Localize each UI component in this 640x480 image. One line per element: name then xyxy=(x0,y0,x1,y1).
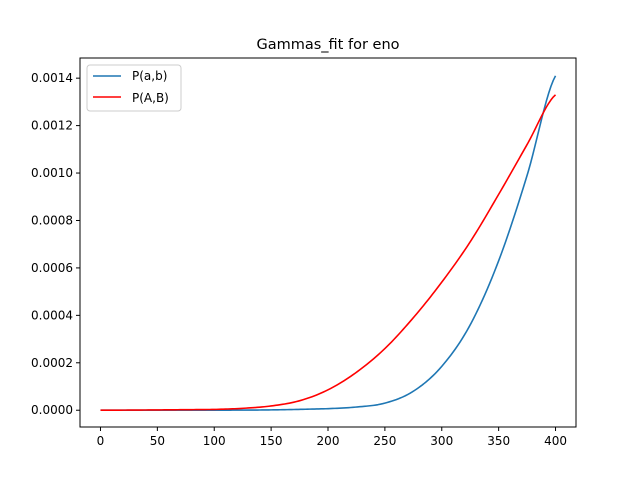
y-tick-label: 0.0010 xyxy=(31,166,73,180)
x-tick-label: 200 xyxy=(317,434,340,448)
legend-label-pAB: P(A,B) xyxy=(132,91,169,105)
y-tick-label: 0.0002 xyxy=(31,356,73,370)
x-tick-label: 150 xyxy=(260,434,283,448)
x-tick-label: 350 xyxy=(487,434,510,448)
x-tick-label: 300 xyxy=(430,434,453,448)
legend-label-pab: P(a,b) xyxy=(132,69,167,83)
y-tick-label: 0.0004 xyxy=(31,308,73,322)
x-tick-label: 0 xyxy=(97,434,105,448)
y-tick-label: 0.0014 xyxy=(31,71,73,85)
x-tick-label: 250 xyxy=(373,434,396,448)
y-tick-label: 0.0008 xyxy=(31,213,73,227)
y-tick-label: 0.0000 xyxy=(31,403,73,417)
x-tick-label: 400 xyxy=(544,434,567,448)
chart-title: Gammas_fit for eno xyxy=(256,37,399,53)
legend: P(a,b) P(A,B) xyxy=(87,65,181,111)
x-tick-label: 50 xyxy=(150,434,165,448)
x-tick-label: 100 xyxy=(203,434,226,448)
y-tick-label: 0.0006 xyxy=(31,261,73,275)
y-tick-label: 0.0012 xyxy=(31,119,73,133)
